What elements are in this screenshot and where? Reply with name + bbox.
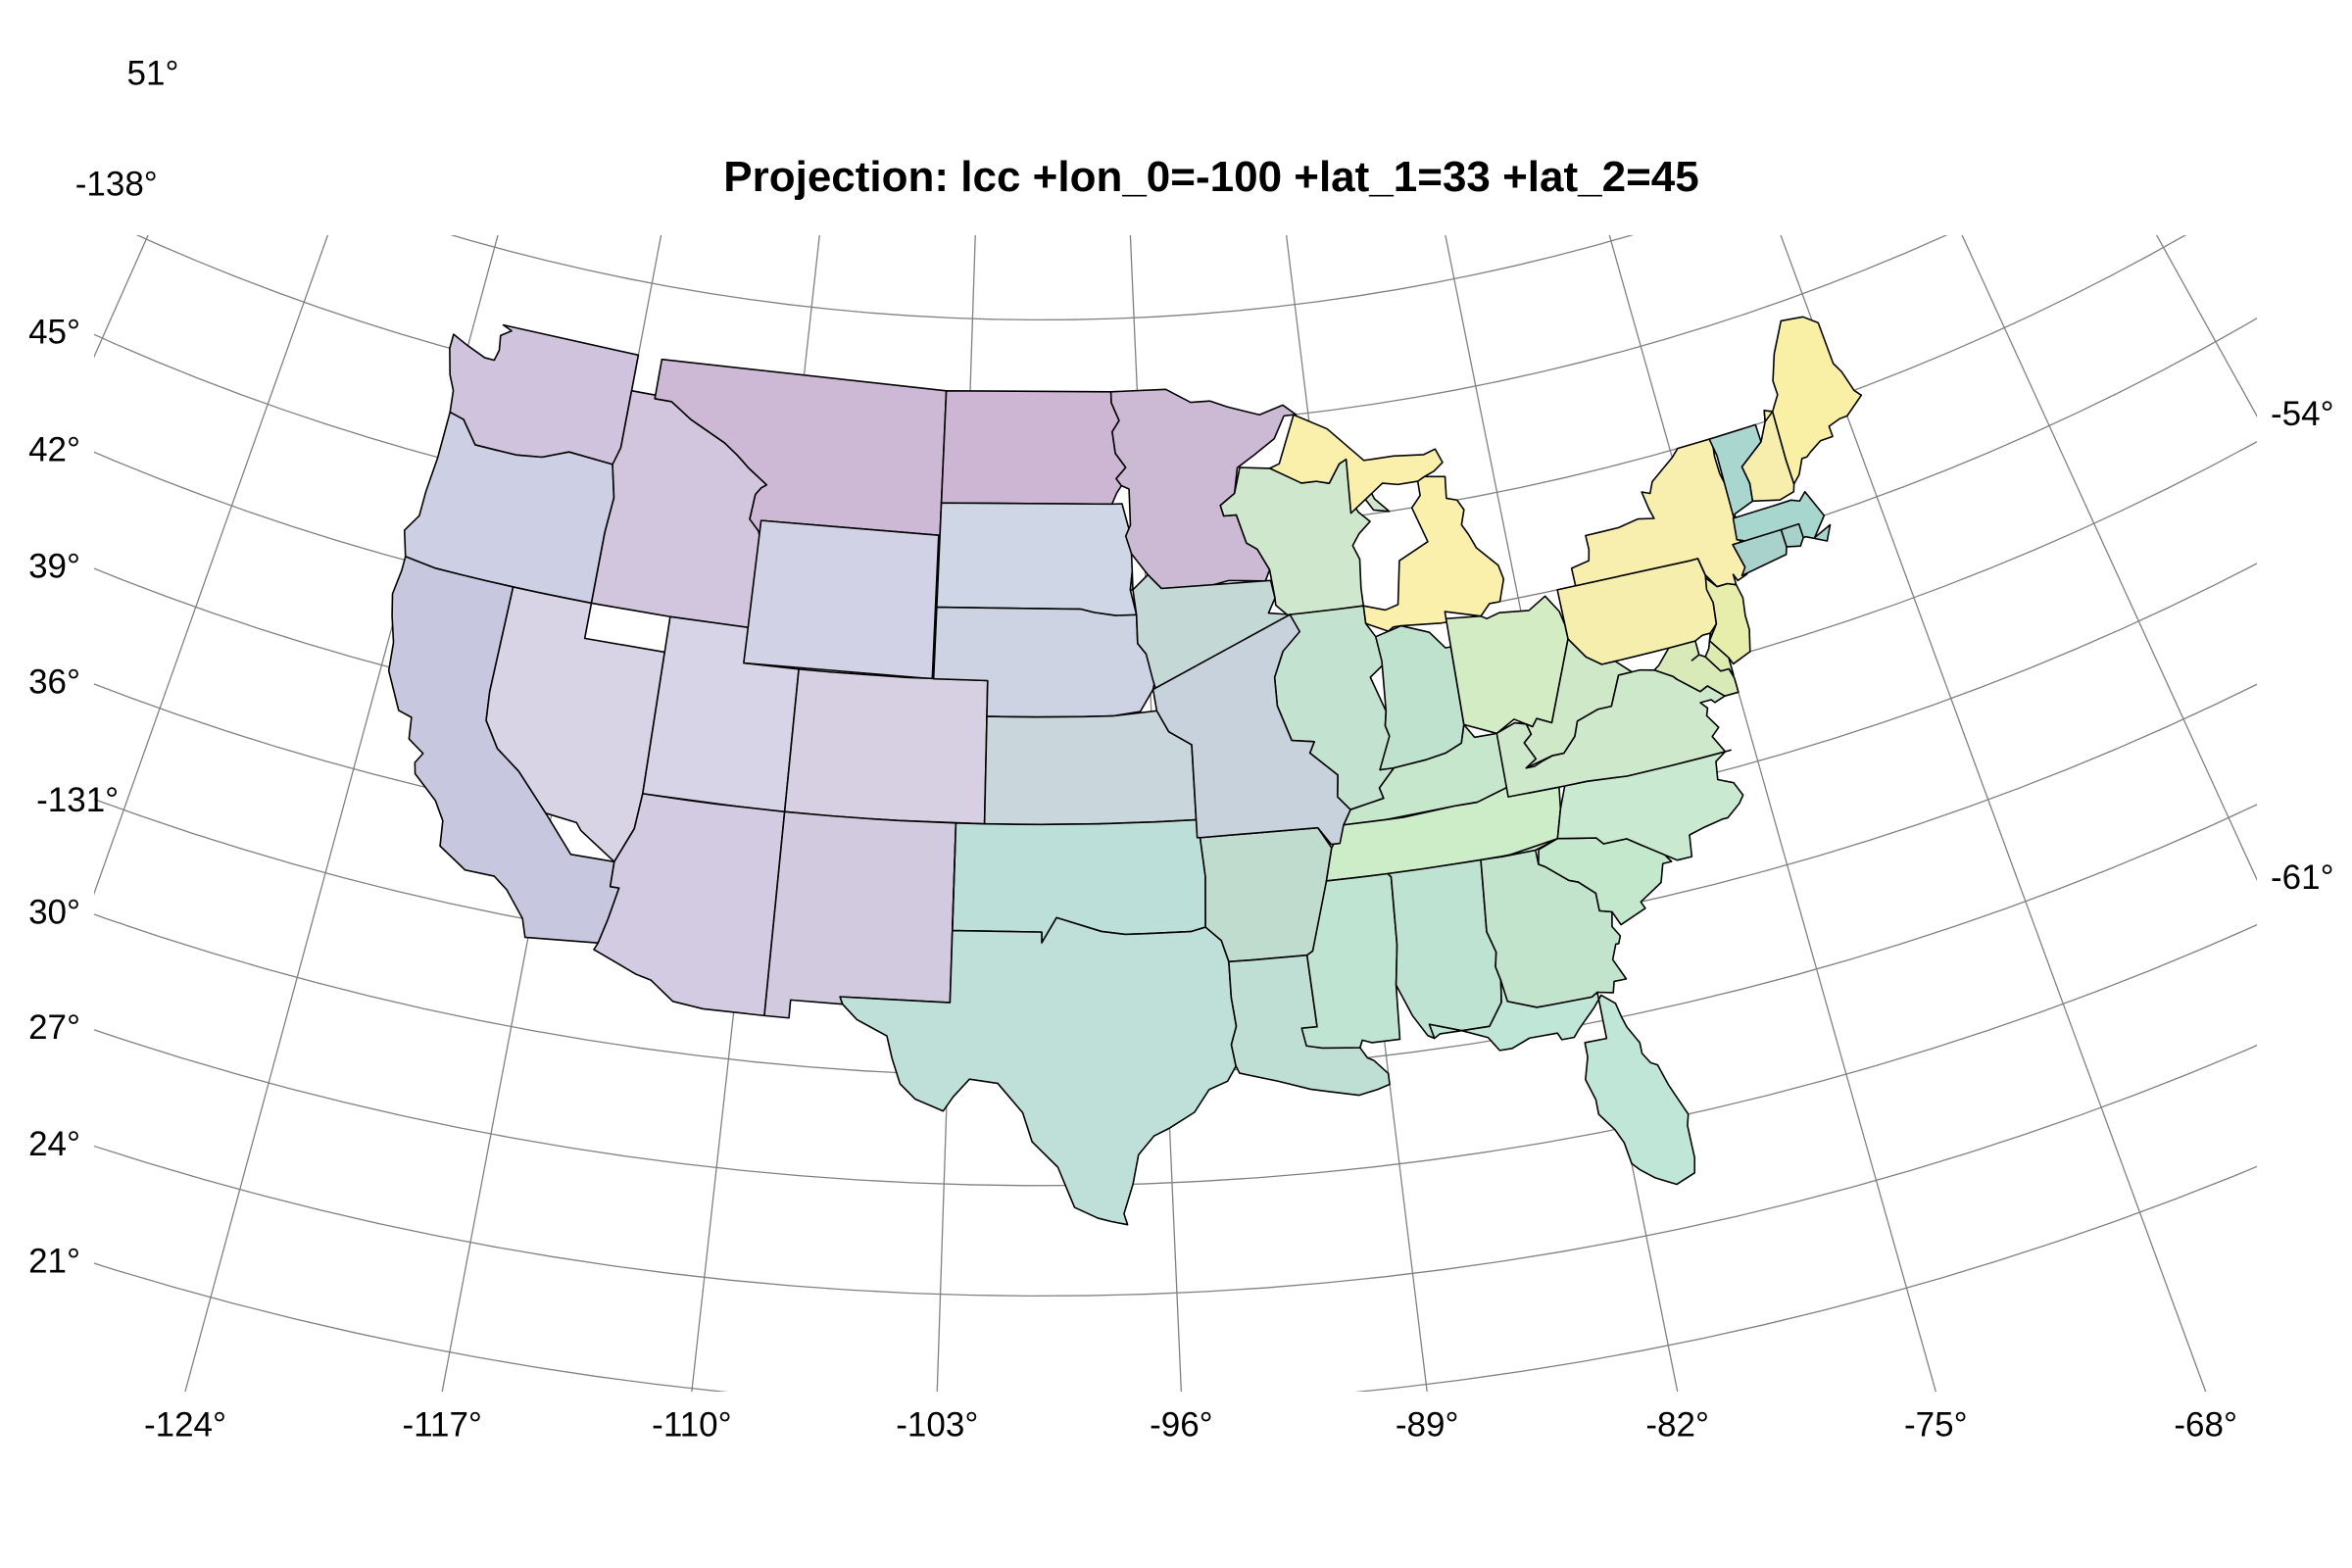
svg-text:-124°: -124° <box>144 1405 226 1444</box>
svg-text:-103°: -103° <box>896 1405 978 1444</box>
svg-text:-54°: -54° <box>2271 395 2334 433</box>
svg-text:-110°: -110° <box>652 1405 731 1444</box>
svg-text:-138°: -138° <box>75 165 158 203</box>
svg-text:-131°: -131° <box>36 781 119 819</box>
svg-text:-68°: -68° <box>2174 1405 2237 1444</box>
svg-text:51°: 51° <box>127 55 179 93</box>
svg-text:-96°: -96° <box>1150 1405 1213 1444</box>
svg-text:30°: 30° <box>28 893 80 931</box>
svg-text:-117°: -117° <box>402 1405 481 1444</box>
svg-text:Projection: lcc +lon_0=-100 +l: Projection: lcc +lon_0=-100 +lat_1=33 +l… <box>723 153 1698 201</box>
svg-text:27°: 27° <box>28 1008 80 1047</box>
svg-text:36°: 36° <box>28 662 80 701</box>
svg-text:-61°: -61° <box>2271 858 2334 897</box>
svg-text:-82°: -82° <box>1645 1405 1709 1444</box>
svg-text:42°: 42° <box>28 431 80 469</box>
svg-text:-89°: -89° <box>1396 1405 1459 1444</box>
svg-text:39°: 39° <box>28 547 80 585</box>
svg-text:45°: 45° <box>28 314 80 352</box>
svg-text:24°: 24° <box>28 1125 80 1163</box>
svg-text:-75°: -75° <box>1904 1405 1968 1444</box>
svg-text:21°: 21° <box>28 1242 80 1280</box>
